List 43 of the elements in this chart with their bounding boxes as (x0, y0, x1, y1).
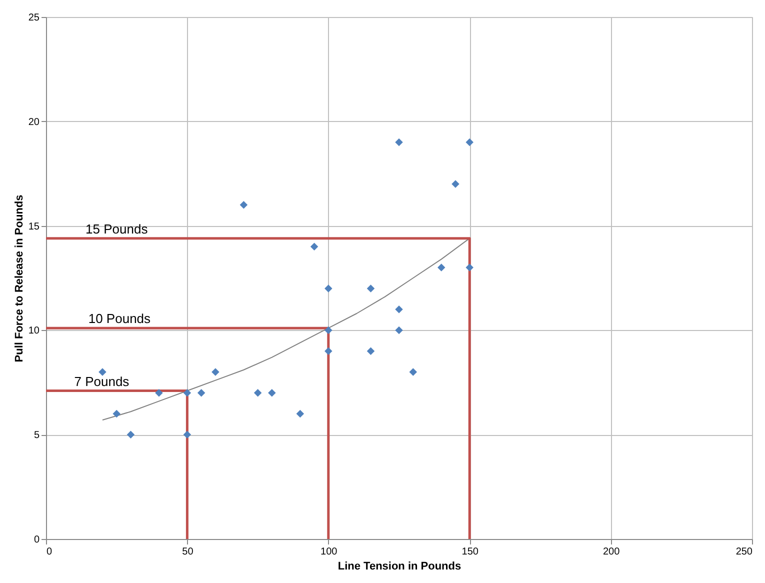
point (98, 368, 106, 376)
y-axis-title: Pull Force to Release in Pounds (13, 194, 26, 362)
point (155, 388, 163, 397)
x-tick-label: 50 (182, 546, 194, 558)
point (112, 410, 120, 418)
point (366, 347, 375, 355)
annotation: 7 Pounds (74, 374, 130, 389)
point (310, 242, 318, 251)
y-tick-label: 0 (34, 534, 40, 546)
y-tick-label: 25 (28, 12, 40, 24)
x-tick-label: 250 (736, 546, 753, 558)
y-tick-label: 10 (28, 326, 40, 337)
point (437, 264, 446, 272)
point (395, 138, 403, 146)
point (197, 388, 206, 397)
point (268, 388, 276, 397)
point (466, 138, 474, 146)
point (183, 388, 192, 397)
point (183, 430, 192, 438)
x-tick-label: 100 (320, 546, 338, 558)
annotation: 15 Pounds (86, 221, 148, 236)
point (466, 264, 474, 272)
point (395, 326, 403, 334)
point (254, 388, 262, 397)
point (324, 326, 332, 334)
point (126, 430, 135, 438)
y-tick-label: 20 (28, 116, 40, 128)
x-tick-label: 200 (602, 546, 620, 558)
point (452, 180, 460, 188)
point (395, 305, 403, 314)
point (324, 347, 332, 355)
annotation: 10 Pounds (88, 311, 152, 326)
x-tick-label: 0 (46, 546, 52, 558)
x-axis-title: Line Tension in Pounds (338, 560, 462, 572)
point (366, 284, 375, 292)
y-tick-label: 15 (28, 221, 40, 232)
point (240, 201, 248, 209)
point (296, 410, 304, 418)
y-tick-label: 5 (34, 430, 40, 442)
x-tick-label: 150 (462, 546, 479, 558)
point (212, 368, 220, 376)
point (324, 284, 332, 292)
point (409, 368, 417, 376)
